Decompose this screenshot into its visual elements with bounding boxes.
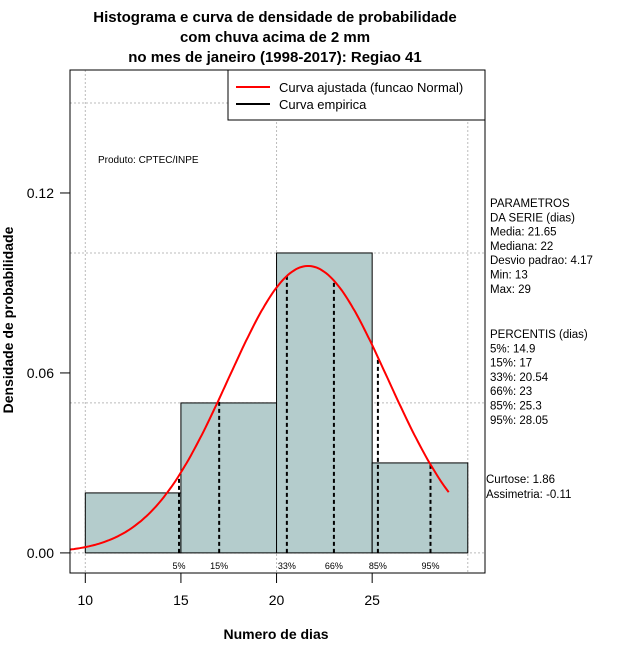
histogram-bar xyxy=(371,462,469,554)
x-tick-label: 15 xyxy=(173,592,189,608)
x-tick-label: 10 xyxy=(78,592,94,608)
x-tick-label: 20 xyxy=(269,592,285,608)
chart-title-line: no mes de janeiro (1998-2017): Regiao 41 xyxy=(128,49,421,66)
normal-curve xyxy=(69,265,450,551)
shape-stat: Assimetria: -0.11 xyxy=(486,489,571,501)
chart-title-line: Histograma e curva de densidade de proba… xyxy=(93,9,456,26)
series-parameter: PARAMETROS xyxy=(490,198,570,210)
series-parameter: DA SERIE (dias) xyxy=(490,212,575,224)
series-parameter: Max: 29 xyxy=(490,284,531,296)
percentile-stat: 95%: 28.05 xyxy=(490,415,548,427)
percentile-stat: 5%: 14.9 xyxy=(490,343,535,355)
series-parameter: Media: 21.65 xyxy=(490,227,557,239)
y-axis-label: Densidade de probabilidade xyxy=(0,226,16,413)
legend-label: Curva ajustada (funcao Normal) xyxy=(279,80,463,95)
y-tick-label: 0.06 xyxy=(27,365,54,381)
percentile-stat: 15%: 17 xyxy=(490,358,532,370)
x-tick-label: 25 xyxy=(364,592,380,608)
percentile-stat: 85%: 25.3 xyxy=(490,401,542,413)
percentile-label: 66% xyxy=(325,561,343,571)
series-parameter: Min: 13 xyxy=(490,270,528,282)
percentile-label: 85% xyxy=(369,561,387,571)
percentile-stat: PERCENTIS (dias) xyxy=(490,329,588,341)
product-annotation: Produto: CPTEC/INPE xyxy=(98,155,199,166)
chart-title-line: com chuva acima de 2 mm xyxy=(180,29,370,46)
series-parameter: Desvio padrao: 4.17 xyxy=(490,255,593,267)
y-tick-label: 0.00 xyxy=(27,545,54,561)
percentile-stat: 66%: 23 xyxy=(490,386,532,398)
histogram-bar xyxy=(276,252,373,554)
legend-label: Curva empirica xyxy=(279,97,367,112)
histogram-bar xyxy=(180,402,278,554)
series-parameter: Mediana: 22 xyxy=(490,241,553,253)
percentile-label: 5% xyxy=(173,561,186,571)
percentile-label: 15% xyxy=(210,561,228,571)
percentile-stat: 33%: 20.54 xyxy=(490,372,549,384)
shape-stat: Curtose: 1.86 xyxy=(486,474,555,486)
y-tick-label: 0.12 xyxy=(27,185,54,201)
legend-box xyxy=(227,69,486,121)
x-axis-label: Numero de dias xyxy=(223,626,328,642)
percentile-label: 33% xyxy=(278,561,296,571)
percentile-label: 95% xyxy=(421,561,439,571)
